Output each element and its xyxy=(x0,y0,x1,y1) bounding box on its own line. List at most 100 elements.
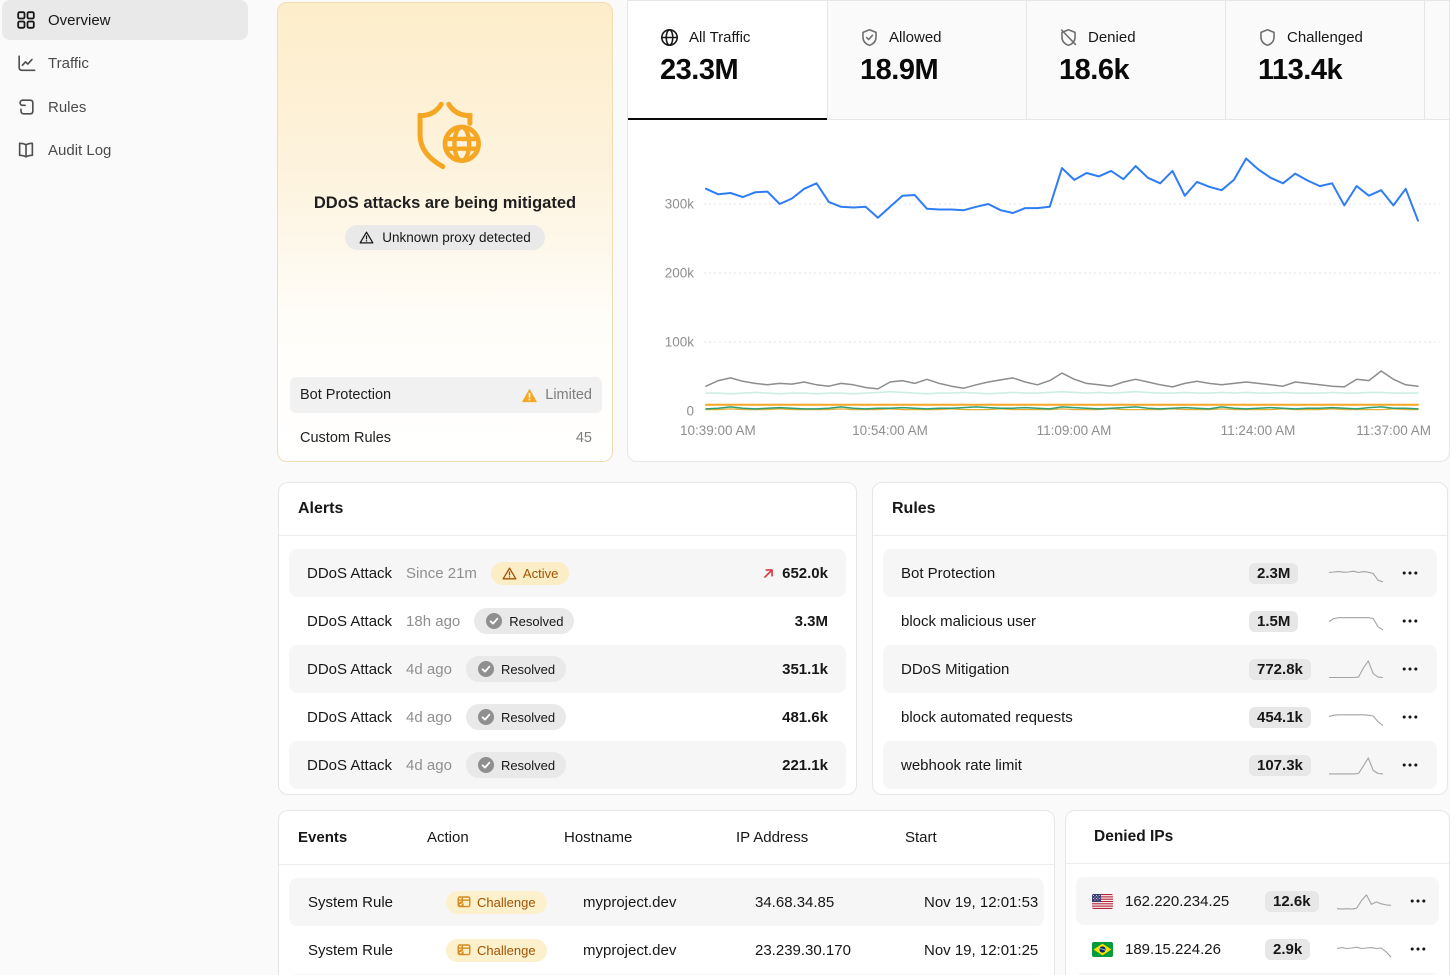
tab-challenged[interactable]: Challenged 113.4k xyxy=(1225,1,1424,119)
check-circle-icon xyxy=(477,756,495,774)
rule-name: block malicious user xyxy=(901,612,1037,630)
rule-menu-button[interactable] xyxy=(1401,708,1419,726)
denied-ips-title: Denied IPs xyxy=(1094,828,1174,845)
traffic-tabs: All Traffic 23.3M Allowed 18.9M Denied 18.6k C… xyxy=(628,1,1449,120)
rule-row[interactable]: DDoS Mitigation 772.8k xyxy=(883,645,1437,693)
event-row[interactable]: System Rule Challenge myproject.dev 34.68.3… xyxy=(289,878,1044,926)
mitigation-row-custom-rules[interactable]: Custom Rules 45 xyxy=(290,420,602,456)
event-start: Nov 19, 12:01:53 xyxy=(924,893,1039,911)
alert-status-badge: Resolved xyxy=(465,704,567,730)
proxy-warning-text: Unknown proxy detected xyxy=(382,230,531,245)
rule-menu-button[interactable] xyxy=(1401,756,1419,774)
alert-row[interactable]: DDoS Attack Since 21m Active 652.0k xyxy=(289,549,846,597)
warning-triangle-icon xyxy=(359,231,374,244)
rule-row[interactable]: Bot Protection 2.3M xyxy=(883,549,1437,597)
alert-status-text: Resolved xyxy=(500,757,556,773)
alerts-card: Alerts DDoS Attack Since 21m Active 652.0k D… xyxy=(278,482,857,795)
tab-label: Allowed xyxy=(889,29,942,46)
sidebar-item-label: Traffic xyxy=(48,54,89,72)
events-col-ip: IP Address xyxy=(736,829,809,846)
rule-name: webhook rate limit xyxy=(901,756,1022,774)
alert-row[interactable]: DDoS Attack 4d ago Resolved 481.6k xyxy=(289,693,846,741)
sidebar-item-rules[interactable]: Rules xyxy=(2,87,248,127)
events-card: Events Action Hostname IP Address Start … xyxy=(278,810,1055,975)
mitigation-row-bot-protection[interactable]: Bot Protection Limited xyxy=(290,377,602,413)
chart-icon xyxy=(16,53,36,73)
rule-menu-button[interactable] xyxy=(1401,660,1419,678)
rule-hit-count: 1.5M xyxy=(1249,610,1327,632)
denied-ip-sparkline xyxy=(1335,888,1397,914)
denied-ip-sparkline-svg xyxy=(1336,946,1392,958)
rule-row[interactable]: webhook rate limit 107.3k xyxy=(883,741,1437,789)
rule-hit-count-chip: 2.3M xyxy=(1249,562,1299,584)
event-action: Challenge xyxy=(446,938,583,962)
arrow-up-right-icon xyxy=(761,566,776,581)
chart-line-series-green xyxy=(705,406,1419,410)
rule-sparkline-svg xyxy=(1328,617,1384,631)
us-flag-icon xyxy=(1092,893,1113,909)
challenge-icon xyxy=(457,895,471,909)
rule-sparkline xyxy=(1327,608,1389,634)
check-circle-icon xyxy=(477,708,495,726)
challenge-badge: Challenge xyxy=(446,890,547,914)
challenge-icon xyxy=(457,943,471,957)
alert-name: DDoS Attack xyxy=(307,612,393,630)
alert-name: DDoS Attack xyxy=(307,564,393,582)
tab-value: 18.9M xyxy=(860,54,939,86)
alert-value: 351.1k xyxy=(782,661,828,678)
tab-denied[interactable]: Denied 18.6k xyxy=(1026,1,1225,119)
sidebar-item-traffic[interactable]: Traffic xyxy=(2,43,248,83)
alert-row[interactable]: DDoS Attack 4d ago Resolved 351.1k xyxy=(289,645,846,693)
denied-ip-count: 12.6k xyxy=(1265,890,1335,912)
mitigation-card: DDoS attacks are being mitigated Unknown… xyxy=(277,2,613,462)
shield-globe-icon xyxy=(417,101,481,170)
event-hostname: myproject.dev xyxy=(583,893,677,911)
challenge-badge-text: Challenge xyxy=(477,894,536,910)
event-row[interactable]: System Rule Challenge myproject.dev 23.239.… xyxy=(289,926,1044,974)
svg-text:200k: 200k xyxy=(665,266,695,281)
sidebar-item-audit-log[interactable]: Audit Log xyxy=(2,130,248,170)
alert-status-text: Active xyxy=(522,565,559,581)
rule-sparkline-svg xyxy=(1328,714,1384,726)
tab-all-traffic[interactable]: All Traffic 23.3M xyxy=(628,1,827,120)
sidebar-item-overview[interactable]: Overview xyxy=(2,0,248,40)
rule-row[interactable]: block malicious user 1.5M xyxy=(883,597,1437,645)
chart-line-all-traffic xyxy=(705,157,1419,222)
tab-value: 23.3M xyxy=(660,54,739,86)
warning-filled-icon xyxy=(521,387,538,404)
rule-menu-button[interactable] xyxy=(1401,612,1419,630)
denied-ip-menu-button[interactable] xyxy=(1409,940,1427,958)
tab-label: All Traffic xyxy=(689,29,751,46)
event-name: System Rule xyxy=(308,893,394,911)
tab-allowed[interactable]: Allowed 18.9M xyxy=(827,1,1026,119)
alert-status-badge: Resolved xyxy=(465,656,567,682)
mitigation-hero: DDoS attacks are being mitigated Unknown… xyxy=(278,95,612,250)
rule-menu-button[interactable] xyxy=(1401,564,1419,582)
rule-row[interactable]: block automated requests 454.1k xyxy=(883,693,1437,741)
alert-value-text: 3.3M xyxy=(794,612,828,630)
alert-status-text: Resolved xyxy=(500,709,556,725)
denied-ip-sparkline-svg xyxy=(1336,894,1392,910)
svg-text:10:54:00 AM: 10:54:00 AM xyxy=(852,423,928,438)
alert-value: 3.3M xyxy=(795,613,828,630)
mitigation-title: DDoS attacks are being mitigated xyxy=(313,194,577,212)
alert-row[interactable]: DDoS Attack 18h ago Resolved 3.3M xyxy=(289,597,846,645)
denied-ip-count: 2.9k xyxy=(1265,938,1335,960)
sidebar-item-label: Audit Log xyxy=(48,141,112,159)
denied-ip-address: 162.220.234.25 xyxy=(1125,892,1230,910)
rule-hit-count: 107.3k xyxy=(1249,754,1327,776)
rule-sparkline xyxy=(1327,752,1389,778)
denied-ip-menu-button[interactable] xyxy=(1409,892,1427,910)
alert-row[interactable]: DDoS Attack 4d ago Resolved 221.1k xyxy=(289,741,846,789)
alert-status-text: Resolved xyxy=(509,613,564,629)
denied-ip-row[interactable]: 162.220.234.25 12.6k xyxy=(1076,877,1439,925)
event-hostname: myproject.dev xyxy=(583,941,677,959)
event-start: Nov 19, 12:01:25 xyxy=(924,941,1039,959)
rule-hit-count: 772.8k xyxy=(1249,658,1327,680)
rule-name: DDoS Mitigation xyxy=(901,660,1010,678)
rule-hit-count: 454.1k xyxy=(1249,706,1327,728)
shield-check-icon xyxy=(860,28,879,47)
book-icon xyxy=(16,140,36,160)
denied-ip-row[interactable]: 189.15.224.26 2.9k xyxy=(1076,925,1439,973)
rules-card: Rules Bot Protection 2.3M block malicious … xyxy=(872,482,1448,795)
